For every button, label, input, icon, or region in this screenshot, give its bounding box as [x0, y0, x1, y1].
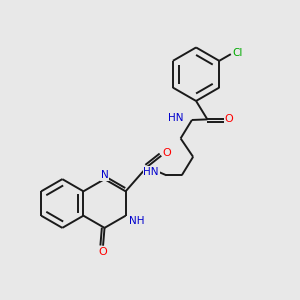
Text: O: O: [99, 247, 107, 257]
Text: O: O: [163, 148, 172, 158]
Text: Cl: Cl: [232, 48, 242, 58]
Text: NH: NH: [129, 216, 145, 226]
Text: O: O: [225, 114, 233, 124]
Text: HN: HN: [168, 112, 184, 123]
Text: HN: HN: [143, 167, 159, 177]
Text: N: N: [101, 170, 108, 180]
